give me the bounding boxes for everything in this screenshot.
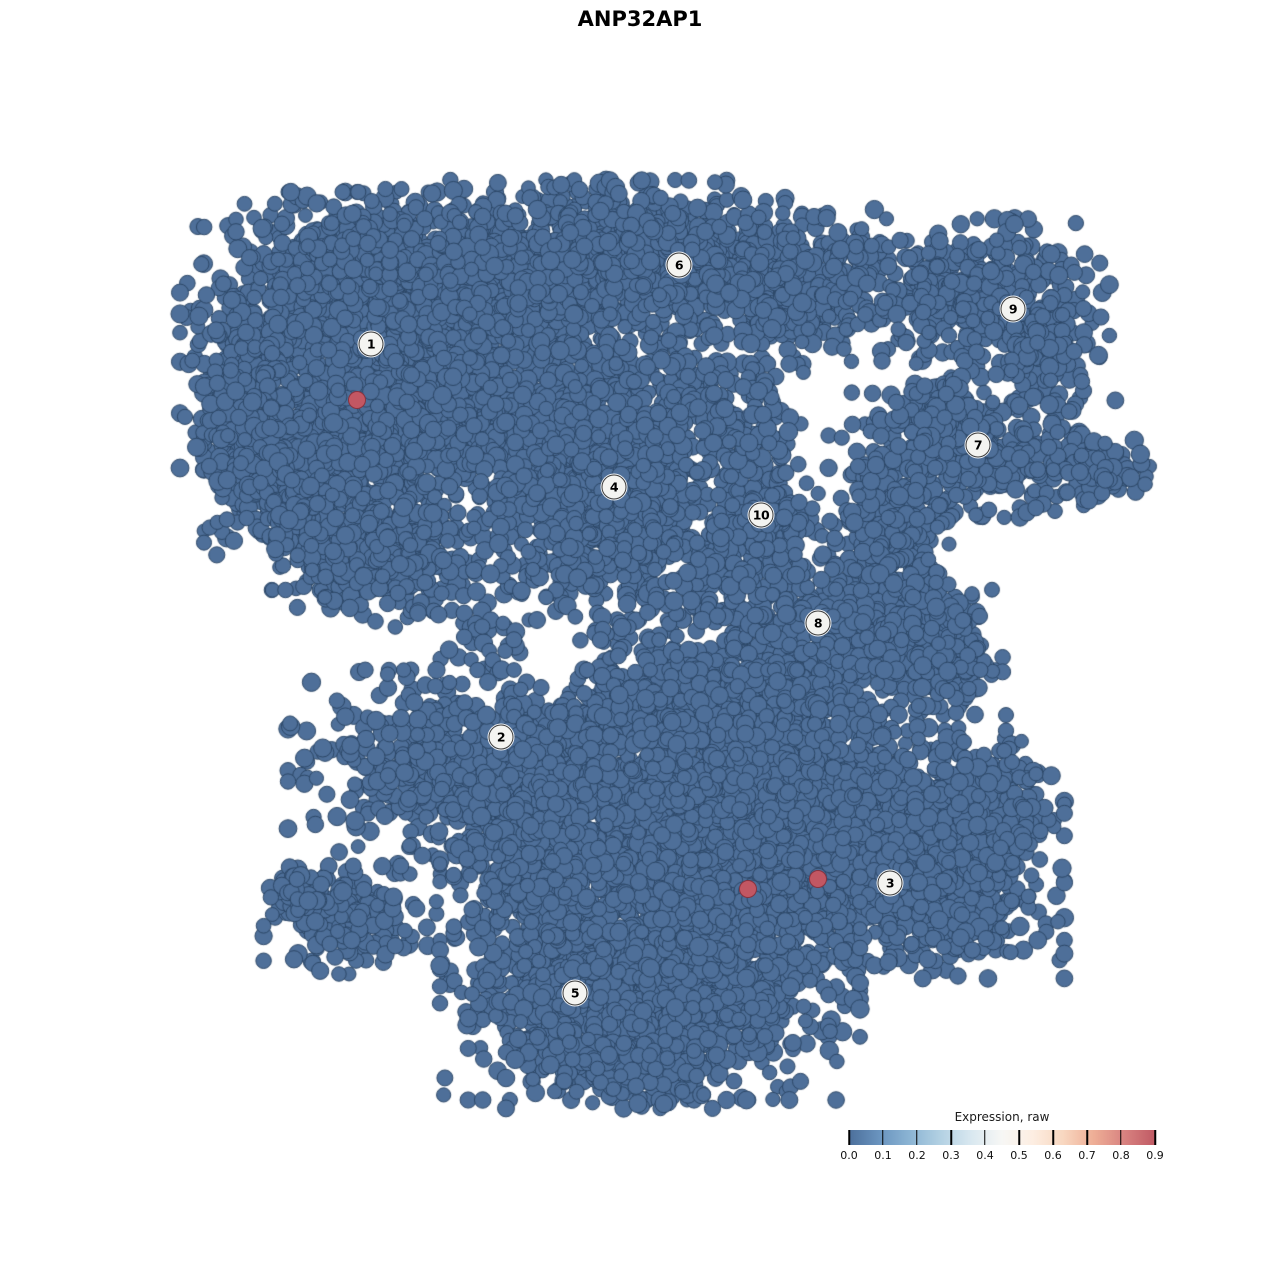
highlighted-cell-point-1 (348, 391, 366, 409)
legend-tick-label: 0.5 (1010, 1149, 1028, 1162)
legend-tick-labels: 0.0 0.1 0.2 0.3 0.4 0.5 0.6 0.7 0.8 0.9 (840, 1149, 1164, 1162)
legend-title: Expression, raw (954, 1110, 1050, 1124)
legend-tick-label: 0.2 (908, 1149, 926, 1162)
legend-tick-label: 0.1 (874, 1149, 892, 1162)
cluster-label-4: 4 (601, 474, 627, 500)
cluster-label-9: 9 (1000, 296, 1026, 322)
legend-tick-mark (916, 1130, 918, 1145)
legend-tick-label: 0.4 (976, 1149, 994, 1162)
legend-tick-mark (1154, 1130, 1156, 1145)
cluster-label-6: 6 (666, 252, 692, 278)
legend-tick-label: 0.6 (1044, 1149, 1062, 1162)
legend-tick-label: 0.9 (1146, 1149, 1164, 1162)
legend-tick-mark (950, 1130, 952, 1145)
legend-tick-mark (984, 1130, 986, 1145)
cluster-label-10: 10 (748, 502, 774, 528)
cluster-label-7: 7 (965, 432, 991, 458)
legend-tick-label: 0.7 (1078, 1149, 1096, 1162)
cluster-label-2: 2 (488, 724, 514, 750)
legend-tick-label: 0.8 (1112, 1149, 1130, 1162)
legend-tick-mark (1018, 1130, 1020, 1145)
cluster-label-3: 3 (877, 870, 903, 896)
cluster-label-5: 5 (562, 980, 588, 1006)
legend-tick-label: 0.3 (942, 1149, 960, 1162)
plot-title: ANP32AP1 (577, 7, 703, 31)
legend-colorbar (848, 1130, 1156, 1145)
highlighted-cell-point-3 (809, 870, 827, 888)
cluster-label-8: 8 (805, 610, 831, 636)
legend-tick-mark (1086, 1130, 1088, 1145)
legend-tick-label: 0.0 (840, 1149, 858, 1162)
legend-tick-mark (848, 1130, 850, 1145)
legend-tick-mark (882, 1130, 884, 1145)
highlighted-cell-point-2 (739, 880, 757, 898)
legend-tick-mark (1120, 1130, 1122, 1145)
legend-tick-mark (1052, 1130, 1054, 1145)
cluster-label-1: 1 (358, 331, 384, 357)
expression-legend: Expression, raw 0.0 0.1 0.2 0.3 0.4 0.5 0.6 0.7… (840, 1110, 1164, 1162)
